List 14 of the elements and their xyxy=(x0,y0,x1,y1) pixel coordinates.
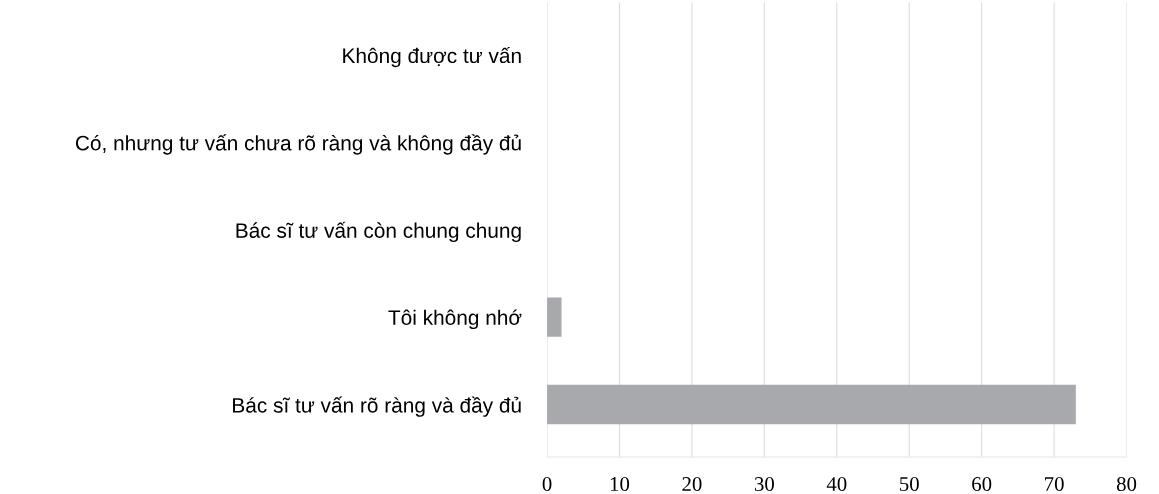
y-tick-label: Có, nhưng tư vấn chưa rõ ràng và không đầy đủ xyxy=(75,134,521,155)
x-tick-label: 50 xyxy=(900,477,919,492)
x-tick-label: 80 xyxy=(1116,477,1137,492)
x-tick-label: 0 xyxy=(542,477,552,492)
y-tick-label: Không được tư vấn xyxy=(343,46,521,68)
x-tick-label: 20 xyxy=(682,477,702,492)
x-tick-label: 40 xyxy=(826,477,847,492)
x-tick-label: 60 xyxy=(972,477,992,492)
x-tick-label: 70 xyxy=(1045,477,1064,492)
x-tick-label: 30 xyxy=(754,477,774,492)
y-tick-label: Bác sĩ tư vấn rõ ràng và đầy đủ xyxy=(233,396,521,417)
y-tick-label: Tôi không nhớ xyxy=(388,309,522,330)
y-tick-label: Bác sĩ tư vấn còn chung chung xyxy=(236,221,521,243)
x-tick-label: 10 xyxy=(610,477,630,492)
